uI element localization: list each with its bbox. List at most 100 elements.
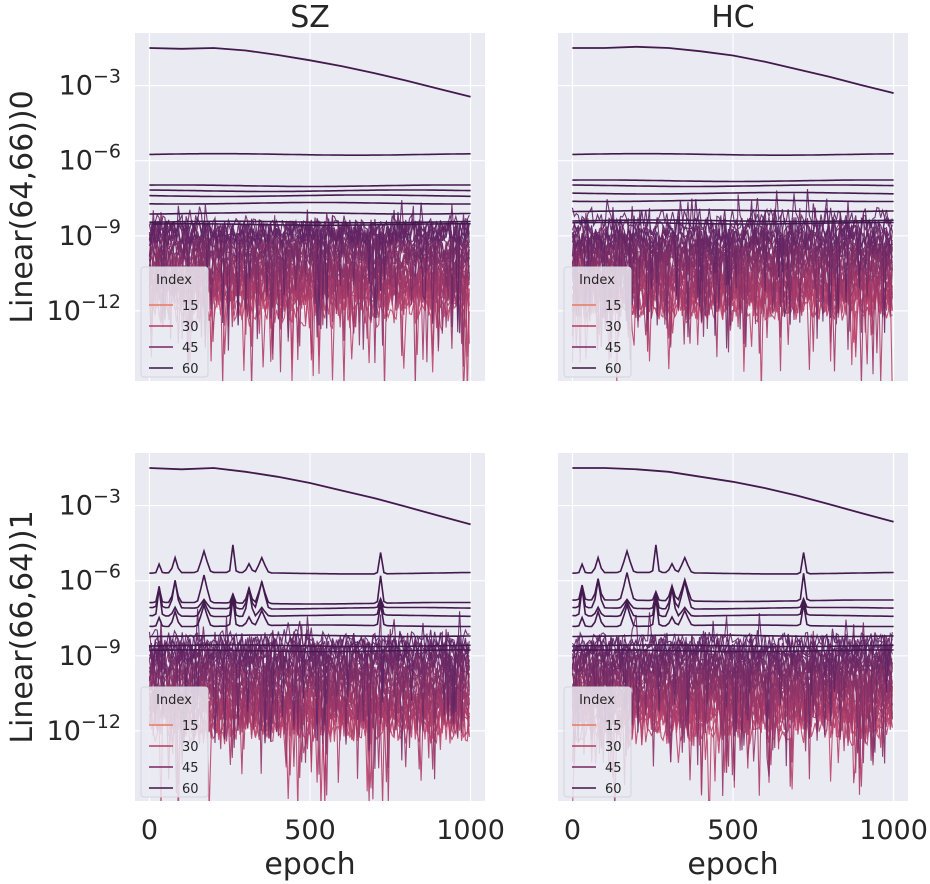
y-tick-exponent: −6 [93, 561, 121, 583]
legend-label: 60 [605, 362, 622, 377]
flat-series-line [572, 544, 894, 575]
flat-series-line [149, 588, 471, 618]
flat-series-line [572, 184, 894, 188]
noise-series-line [572, 207, 893, 333]
legend-box [140, 686, 209, 798]
legend-label: 60 [605, 782, 622, 797]
x-axis-label: epoch [687, 847, 778, 882]
flat-series-line [572, 580, 894, 610]
y-tick-label: 10−9 [59, 636, 121, 672]
flat-series-line [149, 201, 471, 205]
flat-series-line [149, 649, 471, 653]
top-series-line [572, 467, 894, 523]
y-axis-label: Linear(66,64))1 [5, 510, 40, 743]
flat-series-line [149, 184, 471, 188]
legend-label: 30 [182, 740, 199, 755]
x-tick-label: 500 [284, 815, 336, 846]
y-axis-label: Linear(64,66))0 [5, 90, 40, 323]
noise-series-line [571, 613, 893, 711]
y-tick-base: 10 [59, 146, 93, 177]
legend-label: 60 [182, 362, 199, 377]
top-series-line [572, 45, 894, 94]
legend-label: 30 [605, 740, 622, 755]
legend-label: 30 [182, 320, 199, 335]
panel-title: HC [711, 0, 755, 35]
legend-label: 60 [182, 782, 199, 797]
y-tick-base: 10 [59, 221, 93, 252]
legend-label: 45 [182, 341, 199, 356]
legend-title: Index [579, 693, 615, 708]
legend-box [140, 266, 209, 378]
y-tick-base: 10 [47, 296, 81, 327]
flat-series-line [572, 598, 894, 628]
flat-series-line [149, 189, 471, 193]
x-tick-label: 500 [707, 815, 759, 846]
flat-series-line [572, 644, 894, 648]
y-tick-exponent: −9 [93, 216, 121, 238]
flat-series-line [149, 580, 471, 610]
series-group [571, 467, 894, 801]
flat-series-line [572, 199, 894, 203]
panel-title: SZ [290, 0, 330, 35]
y-tick-label: 10−12 [47, 711, 121, 747]
y-tick-label: 10−3 [59, 66, 121, 102]
legend-title: Index [579, 273, 615, 288]
flat-series-line [572, 572, 894, 603]
y-tick-exponent: −6 [93, 141, 121, 163]
panel-r1-c0: Linear(66,64))110−310−610−910−120 500 1000… [5, 453, 505, 882]
y-tick-exponent: −3 [93, 486, 121, 508]
flat-series-line [149, 574, 471, 605]
legend: Index 15 30 45 60 [140, 266, 209, 378]
x-tick-label: 1000 [436, 815, 505, 846]
flat-series-line [149, 544, 471, 575]
panel-r0-c0: SZLinear(64,66))010−310−610−910−12Index1… [5, 0, 485, 381]
y-tick-exponent: −12 [81, 711, 121, 733]
flat-series-line [572, 209, 894, 213]
legend: Index 15 30 45 60 [563, 686, 632, 798]
y-tick-label: 10−3 [59, 486, 121, 522]
legend: Index 15 30 45 60 [140, 686, 209, 798]
y-tick-base: 10 [59, 491, 93, 522]
y-tick-label: 10−9 [59, 216, 121, 252]
flat-series-line [149, 644, 471, 648]
noise-series-line [571, 198, 893, 336]
legend-title: Index [156, 693, 192, 708]
flat-series-line [149, 598, 471, 628]
y-tick-label: 10−6 [59, 141, 121, 177]
flat-series-line [572, 634, 894, 638]
legend-label: 15 [605, 719, 622, 734]
flat-series-line [572, 588, 894, 618]
noise-series-line [572, 620, 893, 696]
y-tick-exponent: −12 [81, 291, 121, 313]
flat-series-line [572, 649, 894, 653]
x-axis-label: epoch [264, 847, 355, 882]
y-tick-base: 10 [47, 716, 81, 747]
flat-series-line [572, 221, 894, 225]
series-group [148, 467, 471, 801]
legend-label: 15 [182, 719, 199, 734]
x-tick-label: 1000 [859, 815, 928, 846]
noise-series-line [149, 608, 470, 715]
flat-series-line [149, 223, 471, 227]
flat-series-line [572, 191, 894, 195]
panel-r0-c1: HC Index 15 30 45 60 [558, 0, 908, 381]
legend-title: Index [156, 273, 192, 288]
y-tick-base: 10 [59, 641, 93, 672]
top-series-line [149, 47, 471, 98]
legend-label: 15 [182, 299, 199, 314]
flat-series-line [149, 194, 471, 198]
flat-series-line [572, 219, 894, 223]
legend-label: 45 [605, 341, 622, 356]
legend-box [563, 686, 632, 798]
y-tick-label: 10−12 [47, 291, 121, 327]
flat-series-line [572, 152, 894, 156]
flat-series-line [149, 220, 471, 224]
legend-label: 30 [605, 320, 622, 335]
top-series-line [149, 467, 471, 526]
y-tick-exponent: −3 [93, 66, 121, 88]
noise-series-line [571, 628, 893, 693]
flat-series-line [572, 179, 894, 183]
legend: Index 15 30 45 60 [563, 266, 632, 378]
y-tick-base: 10 [59, 566, 93, 597]
